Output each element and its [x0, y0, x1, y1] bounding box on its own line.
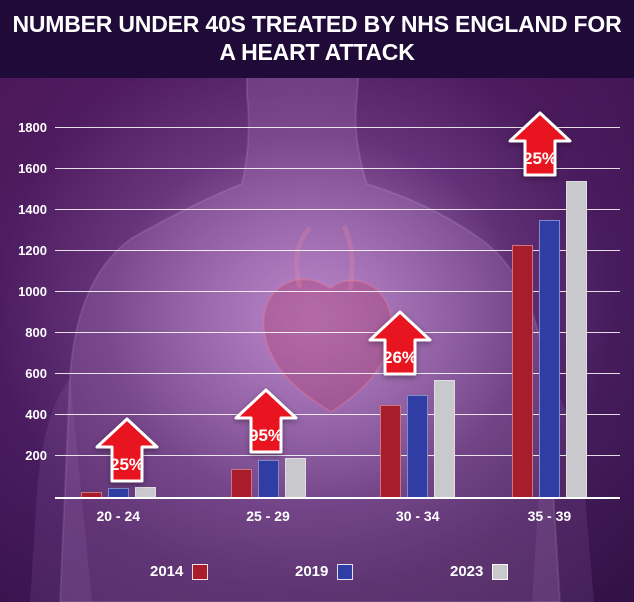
bar-2014 — [230, 469, 252, 497]
gridline — [55, 291, 620, 293]
y-axis-tick-label: 1800 — [18, 120, 47, 136]
bar-2014 — [511, 244, 533, 497]
increase-arrow-label: 25% — [523, 149, 557, 168]
x-axis-label: 20 - 24 — [96, 508, 141, 524]
gridline — [55, 209, 620, 211]
y-axis-tick-label: 200 — [25, 448, 47, 464]
increase-arrow: 26% — [368, 310, 432, 376]
legend-label: 2023 — [450, 563, 484, 580]
legend-item-2023: 2023 — [450, 563, 509, 580]
bar-2019 — [107, 487, 129, 497]
increase-arrow-label: 25% — [110, 455, 144, 474]
legend-swatch — [337, 563, 354, 580]
x-axis-label: 30 - 34 — [395, 508, 440, 524]
legend-item-2019: 2019 — [295, 563, 354, 580]
x-axis-label: 35 - 39 — [527, 508, 572, 524]
bar-2023 — [565, 181, 587, 497]
bar-2023 — [134, 486, 156, 497]
chart-background: 200 400 600 800 1000 1200 1400 1600 1800 20 - 24 2… — [0, 78, 634, 602]
gridline — [55, 332, 620, 334]
page-title-line-1: NUMBER UNDER 40S TREATED BY NHS ENGLAND … — [12, 11, 622, 38]
legend-item-2014: 2014 — [150, 563, 209, 580]
y-axis-tick-label: 1200 — [18, 243, 47, 259]
gridline — [55, 455, 620, 457]
legend-label: 2019 — [295, 563, 329, 580]
legend-swatch — [492, 563, 509, 580]
y-axis-tick-label: 800 — [25, 325, 47, 341]
increase-arrow: 25% — [95, 417, 159, 483]
gridline — [55, 168, 620, 170]
bar-2023 — [284, 458, 306, 497]
bar-2019 — [257, 460, 279, 497]
gridline — [55, 127, 620, 129]
increase-arrow: 25% — [508, 111, 572, 177]
increase-arrow: 95% — [234, 388, 298, 454]
gridline — [55, 373, 620, 375]
bar-2014 — [80, 491, 102, 497]
bar-2014 — [380, 404, 402, 497]
y-axis-tick-label: 1400 — [18, 202, 47, 218]
bar-2019 — [407, 394, 429, 497]
gridline — [55, 250, 620, 252]
plot-area: 200 400 600 800 1000 1200 1400 1600 1800 20 - 24 2… — [18, 111, 620, 524]
y-axis-tick-label: 1600 — [18, 161, 47, 177]
bar-2023 — [434, 380, 456, 497]
increase-arrow-label: 26% — [383, 348, 417, 367]
bar-2019 — [538, 220, 560, 497]
x-axis-label: 25 - 29 — [246, 508, 290, 524]
page-title-line-2: A HEART ATTACK — [219, 39, 415, 65]
y-axis-tick-label: 400 — [25, 407, 47, 423]
increase-arrow-label: 95% — [249, 426, 283, 445]
legend-swatch — [192, 563, 209, 580]
title-banner: NUMBER UNDER 40S TREATED BY NHS ENGLAND … — [0, 0, 634, 78]
gridline — [55, 414, 620, 416]
legend-label: 2014 — [150, 563, 184, 580]
y-axis-tick-label: 600 — [25, 366, 47, 382]
legend: 2014 2019 2023 — [0, 563, 634, 589]
y-axis-tick-label: 1000 — [18, 284, 47, 300]
